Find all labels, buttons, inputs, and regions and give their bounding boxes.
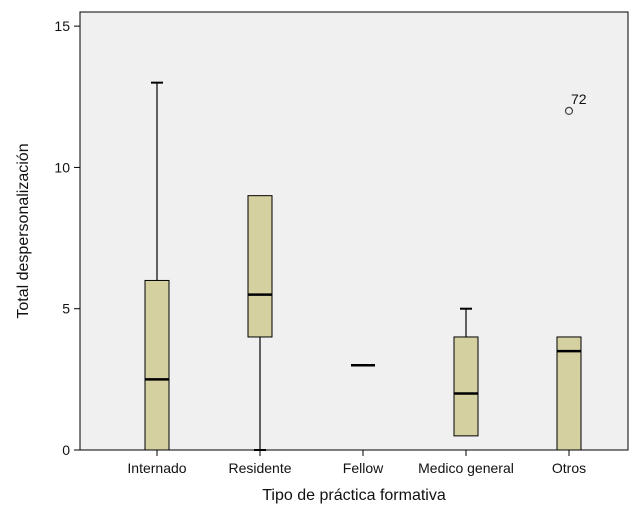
y-axis: 0 5 10 15 — [54, 18, 80, 458]
box-medico-general — [453, 307, 479, 437]
y-tick-label: 10 — [54, 159, 70, 175]
box-iqr — [453, 336, 479, 437]
x-tick-label: Otros — [552, 460, 586, 476]
x-tick-label: Internado — [127, 460, 186, 476]
outlier-label: 72 — [571, 91, 587, 107]
box-iqr — [556, 336, 582, 451]
x-axis: Internado Residente Fellow Medico general Ot… — [127, 450, 586, 476]
box-iqr — [247, 195, 273, 338]
outliers-group: 72 — [564, 91, 587, 116]
box-iqr — [144, 279, 170, 451]
y-tick-label: 15 — [54, 18, 70, 34]
box-residente — [247, 195, 273, 451]
outlier-point — [564, 106, 574, 116]
x-tick-label: Medico general — [418, 460, 514, 476]
y-axis-title: Total despersonalización — [15, 143, 32, 318]
y-tick-label: 0 — [62, 442, 70, 458]
boxes-group — [144, 81, 582, 451]
x-tick-label: Residente — [228, 460, 291, 476]
box-internado — [144, 81, 170, 451]
y-tick-label: 5 — [62, 301, 70, 317]
x-tick-label: Fellow — [343, 460, 384, 476]
x-axis-title: Tipo de práctica formativa — [262, 487, 446, 504]
plot-area — [79, 11, 629, 451]
box-otros — [556, 336, 582, 451]
